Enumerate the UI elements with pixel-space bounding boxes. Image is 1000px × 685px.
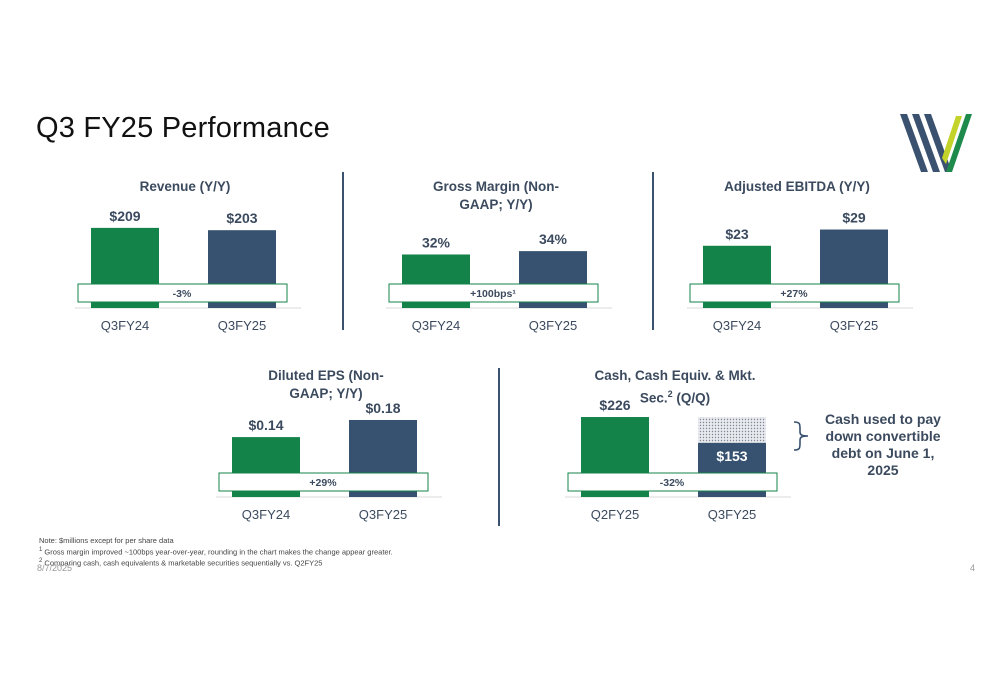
company-logo-icon [900,114,972,172]
change-label: -3% [173,288,192,300]
chart-title: Revenue (Y/Y) [139,179,231,194]
data-label: 32% [422,234,451,250]
cash-used-ghost-bar [698,417,766,443]
note-line: 1 Gross margin improved ~100bps year-ove… [39,546,393,557]
data-label: $0.14 [248,417,283,433]
diluted-eps-plot: $0.14 Q3FY24 $0.18 Q3FY25 +29% [216,400,442,522]
brace-icon [793,421,809,451]
gross-margin-plot: 32% Q3FY24 34% Q3FY25 +100bps¹ [386,231,612,333]
chart-title: Gross Margin (Non-GAAP; Y/Y) [432,179,559,212]
page-title: Q3 FY25 Performance [36,112,330,144]
chart-title: Adjusted EBITDA (Y/Y) [724,179,870,194]
revenue-chart: Revenue (Y/Y) $209 Q3FY24 $203 Q3FY25 -3% [65,178,305,343]
category-label: Q3FY24 [242,507,290,522]
revenue-plot: $209 Q3FY24 $203 Q3FY25 -3% [75,208,301,333]
cash-callout: Cash used to pay down convertible debt o… [825,411,941,478]
data-label: $203 [226,210,257,226]
category-label: Q3FY25 [359,507,407,522]
cash-chart: Cash, Cash Equiv. & Mkt. Sec.2 (Q/Q) $22… [555,367,795,532]
cash-plot: $226 Q2FY25 $153 Q3FY25 -32% [565,397,791,522]
divider-3 [498,368,500,526]
change-box [689,283,900,303]
data-label: $0.18 [365,400,400,416]
change-label: +29% [309,477,337,489]
category-label: Q3FY25 [218,318,266,333]
page-number: 4 [970,563,976,573]
data-label: $209 [109,208,140,224]
change-box [388,283,599,303]
category-label: Q3FY24 [412,318,460,333]
footnotes: Note: $millions except for per share dat… [39,536,393,568]
data-label: $153 [716,448,747,464]
change-box [77,283,288,303]
category-label: Q3FY25 [830,318,878,333]
change-box [218,472,429,492]
category-label: Q3FY25 [708,507,756,522]
adjusted-ebitda-chart: Adjusted EBITDA (Y/Y) $23 Q3FY24 $29 Q3FY25… [677,178,917,343]
category-label: Q2FY25 [591,507,639,522]
category-label: Q3FY24 [101,318,149,333]
note-line: 2 Comparing cash, cash equivalents & mar… [39,557,323,568]
divider-2 [652,172,654,330]
data-label: $23 [725,226,749,242]
category-label: Q3FY24 [713,318,761,333]
category-label: Q3FY25 [529,318,577,333]
chart-title: Cash, Cash Equiv. & Mkt. Sec.2 (Q/Q) [594,368,756,406]
data-label: 34% [539,231,568,247]
diluted-eps-chart: Diluted EPS (Non-GAAP; Y/Y) $0.14 Q3FY24 $… [206,367,446,532]
chart-title: Diluted EPS (Non-GAAP; Y/Y) [268,368,384,401]
change-box [567,472,778,492]
adjusted-ebitda-plot: $23 Q3FY24 $29 Q3FY25 +27% [687,210,913,333]
data-label: $29 [842,210,866,226]
change-label: +100bps¹ [470,288,516,300]
data-label: $226 [599,397,630,413]
note-line: Note: $millions except for per share dat… [39,536,174,545]
gross-margin-chart: Gross Margin (Non-GAAP; Y/Y) 32% Q3FY24 34… [376,178,616,343]
footer-date: 8/7/2025 [37,563,73,573]
change-label: +27% [780,288,808,300]
divider-1 [342,172,344,330]
change-label: -32% [660,477,685,489]
